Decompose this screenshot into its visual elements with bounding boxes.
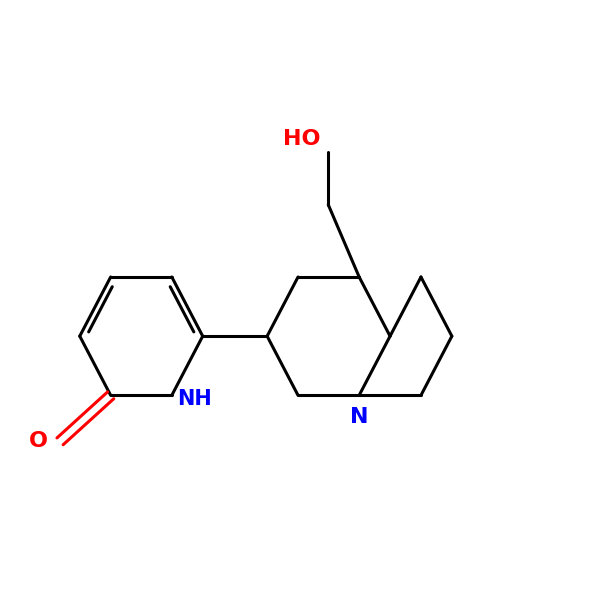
- Text: HO: HO: [283, 129, 320, 149]
- Text: N: N: [350, 407, 368, 427]
- Text: NH: NH: [177, 389, 212, 409]
- Text: O: O: [29, 431, 48, 451]
